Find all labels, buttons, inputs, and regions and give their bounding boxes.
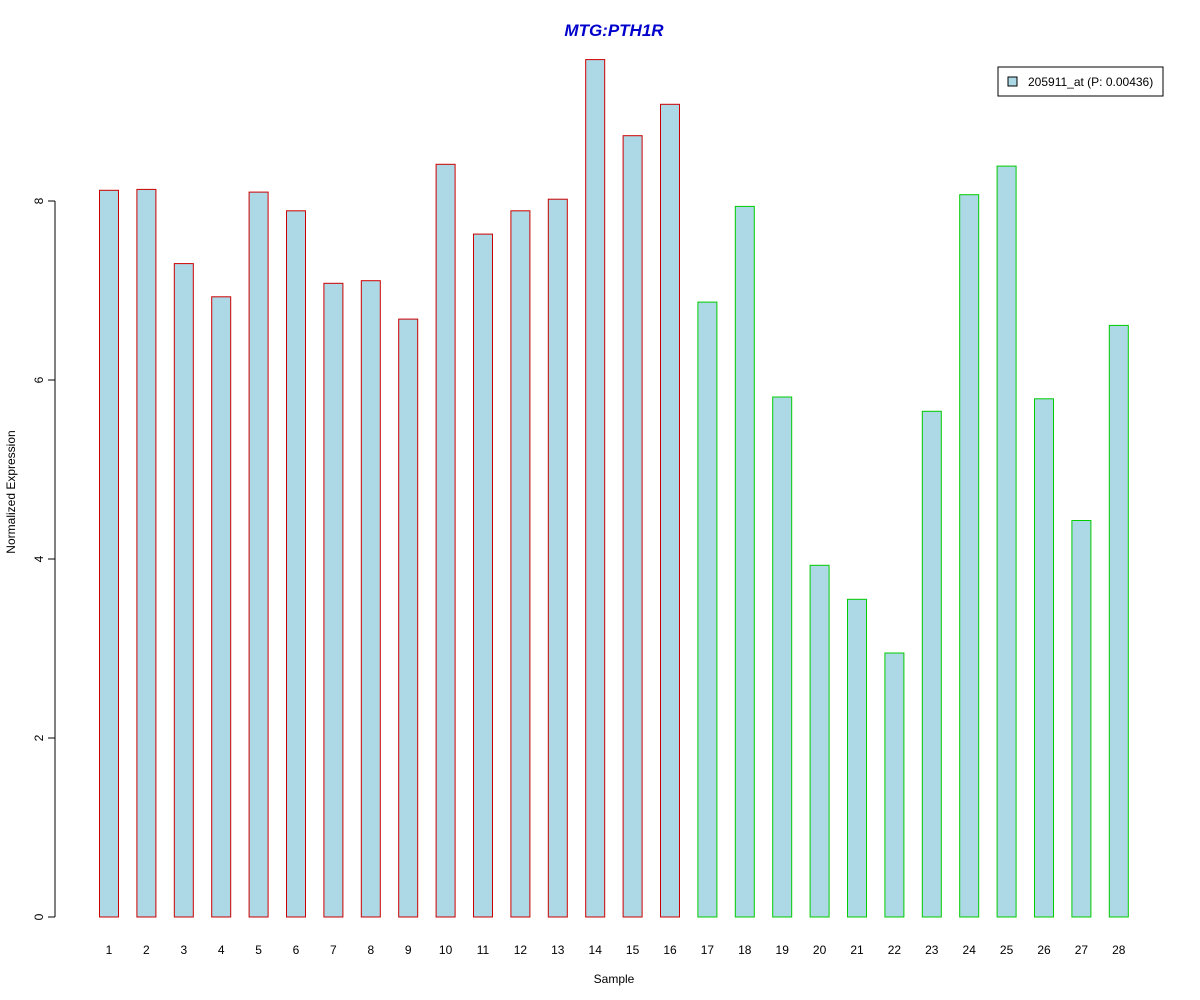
x-tick-label: 27 [1075, 943, 1089, 957]
bar-sample-24 [959, 194, 980, 918]
y-tick-label: 0 [32, 913, 46, 920]
x-tick-label: 14 [589, 943, 603, 957]
bar-sample-9 [398, 318, 419, 918]
bar-sample-17 [697, 301, 718, 918]
bar-sample-22 [884, 652, 905, 918]
x-tick-label: 19 [776, 943, 790, 957]
bar-sample-21 [847, 598, 867, 918]
x-tick-label: 21 [850, 943, 864, 957]
bar-sample-11 [473, 233, 493, 918]
x-tick-label: 9 [405, 943, 412, 957]
x-tick-label: 8 [367, 943, 374, 957]
bar-sample-28 [1108, 324, 1129, 918]
bar-sample-4 [211, 296, 232, 918]
x-tick-label: 3 [180, 943, 187, 957]
x-tick-label: 28 [1112, 943, 1126, 957]
x-tick-label: 17 [701, 943, 715, 957]
x-tick-label: 22 [888, 943, 902, 957]
bar-sample-2 [136, 188, 157, 918]
bar-sample-20 [809, 564, 830, 918]
bar-sample-7 [323, 282, 344, 918]
bar-sample-13 [547, 198, 568, 918]
legend-label: 205911_at (P: 0.00436) [1028, 75, 1153, 89]
y-tick-label: 4 [32, 555, 46, 562]
legend-swatch [1007, 76, 1018, 87]
x-tick-labels: 1 2 3 4 5 6 7 8 9 10 11 12 13 14 15 16 17 18 19 20 21 22 23 24 2… [106, 943, 1126, 957]
x-tick-label: 11 [477, 943, 490, 957]
bars-group [99, 59, 1129, 918]
bar-sample-18 [734, 205, 755, 918]
y-axis-label: Normalized Expression [4, 430, 18, 553]
bar-sample-6 [286, 210, 306, 918]
bar-sample-3 [173, 263, 194, 918]
x-tick-label: 16 [663, 943, 677, 957]
bar-sample-16 [660, 103, 680, 918]
bar-sample-27 [1071, 520, 1092, 918]
y-axis: 0 2 4 6 8 [32, 197, 56, 920]
legend: 205911_at (P: 0.00436) [997, 66, 1164, 97]
x-tick-label: 10 [439, 943, 453, 957]
x-tick-label: 12 [514, 943, 528, 957]
x-tick-label: 7 [330, 943, 337, 957]
bar-sample-10 [435, 163, 456, 918]
bar-sample-23 [921, 410, 942, 918]
x-tick-label: 4 [218, 943, 225, 957]
x-tick-label: 20 [813, 943, 827, 957]
y-tick-label: 8 [32, 197, 46, 204]
x-tick-label: 13 [551, 943, 565, 957]
bar-sample-1 [99, 189, 119, 918]
bar-sample-25 [996, 165, 1017, 918]
y-tick-label: 2 [32, 734, 46, 741]
x-tick-label: 15 [626, 943, 640, 957]
chart-title: MTG:PTH1R [564, 21, 664, 40]
x-tick-label: 2 [143, 943, 150, 957]
x-tick-label: 26 [1037, 943, 1051, 957]
x-tick-label: 5 [255, 943, 262, 957]
bar-sample-8 [360, 280, 381, 918]
x-tick-label: 25 [1000, 943, 1014, 957]
x-tick-label: 6 [293, 943, 300, 957]
bar-sample-15 [622, 135, 643, 918]
x-tick-label: 24 [963, 943, 977, 957]
bar-sample-14 [585, 59, 606, 918]
x-tick-label: 23 [925, 943, 939, 957]
x-tick-label: 18 [738, 943, 752, 957]
y-tick-label: 6 [32, 376, 46, 383]
bar-sample-19 [772, 396, 793, 918]
legend-box [997, 66, 1164, 97]
bar-sample-5 [248, 191, 269, 918]
bar-sample-12 [510, 210, 531, 918]
x-tick-label: 1 [106, 943, 113, 957]
x-axis-label: Sample [594, 972, 635, 986]
bar-sample-26 [1034, 398, 1054, 918]
